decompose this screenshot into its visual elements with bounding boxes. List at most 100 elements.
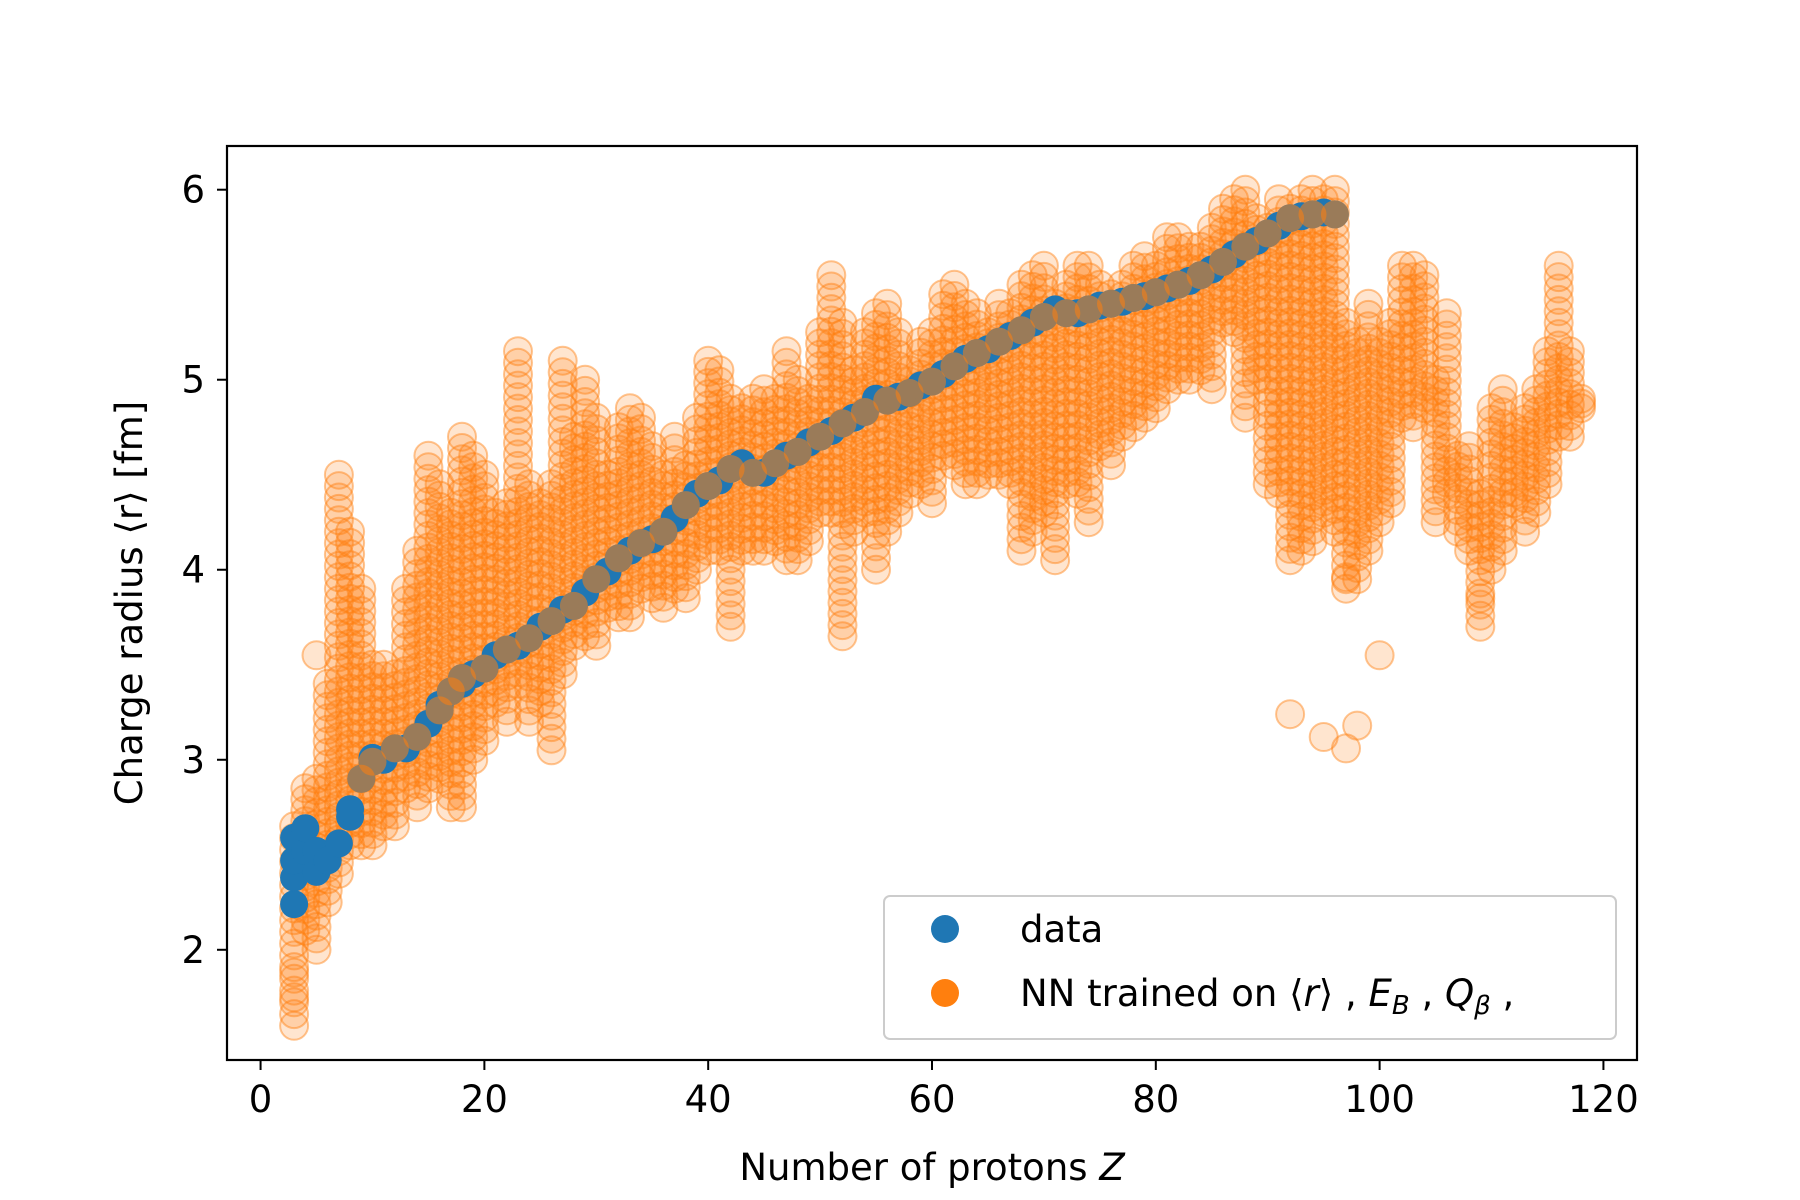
nn-prediction-point xyxy=(480,609,511,640)
nn-prediction-point xyxy=(391,597,421,628)
nn-prediction-point xyxy=(793,394,824,425)
nn-prediction-point xyxy=(1275,699,1306,730)
nn-prediction-point xyxy=(570,454,601,484)
nn-prediction-point xyxy=(1073,414,1104,444)
nn-prediction-point xyxy=(547,415,578,446)
nn-prediction-point xyxy=(447,500,477,531)
nn-prediction-point xyxy=(861,309,891,340)
nn-prediction-point xyxy=(905,403,936,434)
nn-prediction-point xyxy=(1040,344,1071,375)
nn-prediction-point xyxy=(368,811,399,842)
nn-prediction-point xyxy=(1096,450,1126,481)
nn-prediction-point xyxy=(435,792,466,823)
nn-prediction-point xyxy=(838,355,869,386)
nn-prediction-point xyxy=(424,480,455,511)
nn-prediction-point xyxy=(469,529,500,560)
nn-prediction-point xyxy=(861,531,891,562)
nn-prediction-point xyxy=(961,298,992,329)
nn-prediction-point xyxy=(715,509,746,540)
nn-prediction-point xyxy=(928,279,959,310)
nn-prediction-point xyxy=(357,819,388,849)
nn-prediction-point xyxy=(514,582,545,613)
nn-prediction-point xyxy=(570,387,601,417)
nn-prediction-point xyxy=(973,426,1003,457)
nn-prediction-point xyxy=(514,661,545,692)
nn-prediction-point xyxy=(491,534,522,565)
nn-prediction-point xyxy=(536,503,567,534)
x-tick-label: 120 xyxy=(1568,1078,1639,1121)
nn-prediction-point xyxy=(514,480,545,511)
nn-prediction-point xyxy=(1118,389,1149,420)
nn-prediction-point xyxy=(793,482,824,513)
nn-prediction-point xyxy=(749,420,780,451)
nn-prediction-point xyxy=(726,491,757,522)
nn-prediction-point xyxy=(626,493,656,524)
nn-prediction-point xyxy=(335,695,366,726)
nn-prediction-point xyxy=(1006,535,1037,566)
nn-prediction-point xyxy=(1040,333,1071,364)
nn-prediction-point xyxy=(771,533,802,564)
nn-prediction-point xyxy=(917,465,947,496)
nn-prediction-point xyxy=(424,503,455,534)
nn-prediction-point xyxy=(1051,375,1082,406)
nn-prediction-point xyxy=(827,307,858,338)
nn-prediction-point xyxy=(301,775,332,806)
nn-prediction-point xyxy=(1017,388,1048,419)
nn-prediction-point xyxy=(424,537,455,568)
nn-prediction-point xyxy=(491,683,522,714)
nn-prediction-point xyxy=(939,393,970,424)
nn-prediction-point xyxy=(570,532,601,562)
nn-prediction-point xyxy=(458,711,489,741)
nn-prediction-point xyxy=(335,673,366,704)
nn-prediction-point xyxy=(458,620,489,651)
nn-prediction-point xyxy=(1487,374,1518,405)
nn-prediction-point xyxy=(503,382,533,413)
nn-prediction-point xyxy=(312,726,343,757)
nn-prediction-point xyxy=(547,345,578,376)
nn-prediction-point xyxy=(592,515,623,546)
nn-prediction-point xyxy=(558,479,589,510)
nn-prediction-point xyxy=(738,512,768,543)
nn-prediction-point xyxy=(682,554,712,585)
nn-prediction-point xyxy=(827,341,858,372)
nn-prediction-point xyxy=(368,695,399,726)
nn-prediction-point xyxy=(1129,368,1160,399)
nn-prediction-point xyxy=(582,565,611,594)
y-axis-label: Charge radius ⟨r⟩ [fm] xyxy=(108,401,151,805)
nn-prediction-point xyxy=(872,471,903,502)
nn-prediction-point xyxy=(581,425,612,456)
legend-label-nn: NN trained on ⟨r⟩ , EB , Qβ , xyxy=(1020,972,1514,1021)
nn-prediction-point xyxy=(402,652,433,683)
nn-prediction-point xyxy=(693,502,724,533)
nn-prediction-point xyxy=(626,573,656,604)
nn-prediction-point xyxy=(626,402,656,433)
nn-prediction-point xyxy=(1107,421,1138,452)
nn-prediction-point xyxy=(491,488,522,519)
nn-prediction-point xyxy=(1028,261,1059,292)
nn-prediction-point xyxy=(379,776,410,807)
nn-prediction-point xyxy=(413,566,444,597)
nn-prediction-point xyxy=(1028,340,1059,371)
nn-prediction-point xyxy=(1543,250,1574,281)
nn-prediction-point xyxy=(1040,444,1071,475)
nn-prediction-point xyxy=(726,502,757,533)
nn-prediction-point xyxy=(469,714,500,745)
nn-prediction-point xyxy=(648,559,679,590)
nn-prediction-point xyxy=(402,605,433,636)
nn-prediction-point xyxy=(995,469,1026,500)
nn-prediction-point xyxy=(917,454,947,484)
nn-prediction-point xyxy=(503,577,533,607)
nn-prediction-point xyxy=(771,510,802,541)
nn-prediction-point xyxy=(961,366,992,397)
nn-prediction-point xyxy=(950,458,981,488)
nn-prediction-point xyxy=(1051,351,1082,382)
nn-prediction-point xyxy=(570,520,601,551)
nn-prediction-point xyxy=(614,497,645,528)
nn-prediction-point xyxy=(547,636,578,666)
nn-prediction-point xyxy=(447,736,477,767)
nn-prediction-point xyxy=(816,260,847,291)
nn-prediction-point xyxy=(861,473,891,504)
nn-prediction-point xyxy=(558,445,589,475)
nn-prediction-point xyxy=(1353,288,1384,319)
nn-prediction-point xyxy=(547,659,578,690)
